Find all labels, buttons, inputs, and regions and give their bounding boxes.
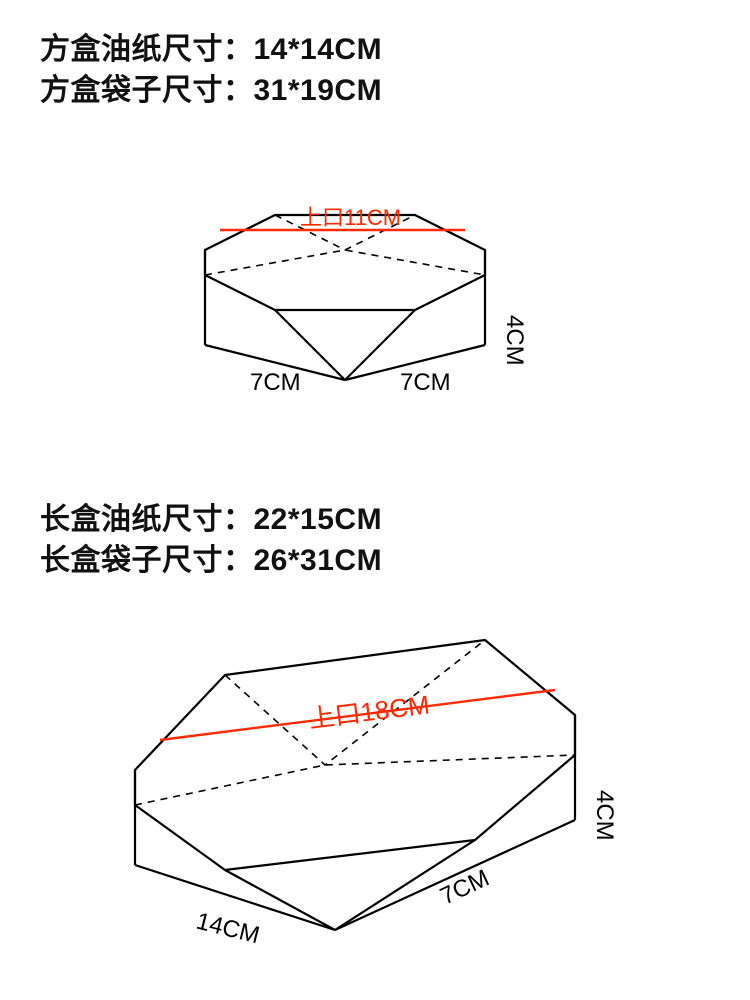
long-paper-size-value: 22*15CM [254,503,383,536]
svg-text:上口11CM: 上口11CM [300,205,401,230]
long-bag-size-value: 26*31CM [254,544,383,577]
svg-text:4CM: 4CM [591,790,618,841]
svg-text:14CM: 14CM [194,908,263,950]
svg-text:上口18CM: 上口18CM [307,689,431,734]
long-paper-size-line: 长盒油纸尺寸：22*15CM [40,500,382,541]
square-box-diagram: 上口11CM 4CM 7CM 7CM [145,175,545,415]
square-box-header: 方盒油纸尺寸：14*14CM 方盒袋子尺寸：31*19CM [40,30,382,111]
svg-text:7CM: 7CM [250,369,301,396]
long-box-header: 长盒油纸尺寸：22*15CM 长盒袋子尺寸：26*31CM [40,500,382,581]
square-paper-size-line: 方盒油纸尺寸：14*14CM [40,30,382,71]
svg-text:4CM: 4CM [501,315,528,366]
square-bag-size-value: 31*19CM [254,74,383,107]
long-box-diagram: 上口18CM4CM14CM7CM [75,620,635,950]
svg-text:7CM: 7CM [400,369,451,396]
spec-page: 方盒油纸尺寸：14*14CM 方盒袋子尺寸：31*19CM 上口11CM 4CM 7… [0,0,750,1000]
square-paper-size-label: 方盒油纸尺寸： [40,33,254,66]
square-paper-size-value: 14*14CM [254,33,383,66]
square-bag-size-line: 方盒袋子尺寸：31*19CM [40,71,382,112]
long-bag-size-line: 长盒袋子尺寸：26*31CM [40,541,382,582]
long-paper-size-label: 长盒油纸尺寸： [40,503,254,536]
square-bag-size-label: 方盒袋子尺寸： [40,74,254,107]
long-bag-size-label: 长盒袋子尺寸： [40,544,254,577]
